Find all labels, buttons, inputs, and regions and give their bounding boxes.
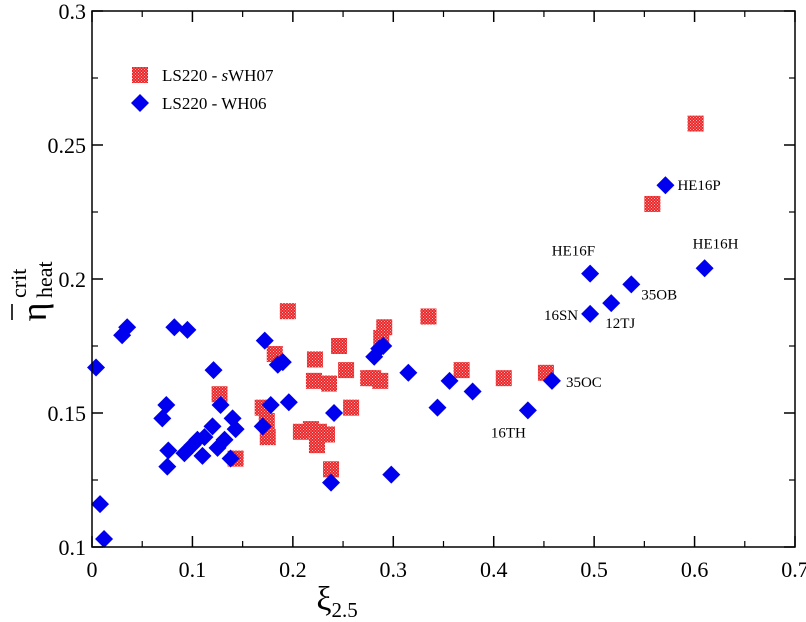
data-point-square bbox=[495, 370, 512, 387]
legend-label: LS220 - WH06 bbox=[162, 94, 267, 113]
data-point-diamond bbox=[157, 395, 176, 414]
data-point-square bbox=[343, 399, 360, 416]
data-point-diamond bbox=[158, 457, 177, 476]
data-point-diamond bbox=[695, 259, 714, 278]
data-point-diamond bbox=[581, 304, 600, 323]
x-tick-label: 0.2 bbox=[279, 557, 307, 582]
point-annotation: 12TJ bbox=[605, 316, 635, 332]
legend: LS220 - sWH07 LS220 - WH06 bbox=[131, 66, 274, 113]
data-point-diamond bbox=[226, 420, 245, 439]
x-axis-title-main: ξ bbox=[316, 581, 331, 618]
data-point-diamond bbox=[193, 446, 212, 465]
plot-marks bbox=[87, 115, 714, 548]
data-point-diamond bbox=[382, 465, 401, 484]
x-axis-title-sub: 2.5 bbox=[332, 598, 358, 622]
y-axis-title-sup: crit bbox=[6, 269, 31, 298]
data-point-diamond bbox=[204, 361, 223, 380]
legend-marker-square bbox=[132, 67, 148, 83]
data-point-diamond bbox=[428, 398, 447, 417]
x-tick-label: 0.4 bbox=[480, 557, 508, 582]
legend-label-prefix: LS220 - bbox=[162, 66, 222, 85]
point-annotation: 35OB bbox=[641, 287, 677, 303]
point-annotation: 16TH bbox=[491, 425, 526, 441]
data-point-square bbox=[321, 375, 338, 392]
data-point-diamond bbox=[656, 176, 675, 195]
x-axis-title: ξ2.5 bbox=[316, 581, 357, 622]
data-point-diamond bbox=[215, 430, 234, 449]
data-point-diamond bbox=[178, 320, 197, 339]
point-annotation: HE16H bbox=[693, 236, 739, 252]
point-annotation: 35OC bbox=[566, 375, 602, 391]
data-point-diamond bbox=[255, 331, 274, 350]
data-point-diamond bbox=[87, 358, 106, 377]
x-axis: 0 0.1 0.2 0.3 0.4 0.5 0.6 0.7 bbox=[87, 11, 806, 582]
x-tick-label: 0 bbox=[87, 557, 98, 582]
x-tick-label: 0.5 bbox=[580, 557, 608, 582]
legend-label: LS220 - sWH07 bbox=[162, 66, 274, 85]
data-point-square bbox=[306, 351, 323, 368]
y-axis-title: η crit heat bbox=[6, 261, 57, 321]
y-axis: 0.1 0.15 0.2 0.25 0.3 bbox=[48, 0, 795, 560]
data-point-square bbox=[211, 386, 228, 403]
data-point-diamond bbox=[153, 409, 172, 428]
point-annotation: HE16F bbox=[552, 244, 595, 260]
data-point-diamond bbox=[221, 449, 240, 468]
data-point-diamond bbox=[195, 428, 214, 447]
y-axis-title-sub: heat bbox=[32, 261, 57, 298]
data-point-diamond bbox=[463, 382, 482, 401]
data-point-diamond bbox=[273, 353, 292, 372]
data-point-square bbox=[644, 195, 661, 212]
legend-marker-diamond bbox=[131, 94, 149, 112]
y-tick-label: 0.25 bbox=[48, 133, 87, 158]
legend-label-suffix: WH07 bbox=[228, 66, 274, 85]
point-annotation: HE16P bbox=[677, 178, 720, 194]
point-annotations: HE16P HE16F HE16H 35OB 16SN 12TJ 35OC 16TH bbox=[491, 178, 739, 441]
data-point-diamond bbox=[325, 404, 344, 422]
data-point-square bbox=[453, 362, 470, 379]
legend-label-italic: s bbox=[222, 66, 229, 85]
data-point-square bbox=[376, 319, 393, 336]
data-point-diamond bbox=[440, 371, 459, 390]
data-point-diamond bbox=[95, 529, 114, 548]
y-tick-label: 0.2 bbox=[59, 267, 87, 292]
data-point-square bbox=[279, 303, 296, 320]
data-point-diamond bbox=[399, 363, 418, 382]
data-point-diamond bbox=[253, 417, 272, 436]
data-point-diamond bbox=[118, 318, 137, 337]
y-tick-label: 0.1 bbox=[59, 535, 87, 560]
data-point-square bbox=[319, 426, 336, 443]
data-point-square bbox=[338, 362, 355, 379]
data-point-diamond bbox=[165, 318, 184, 337]
data-point-diamond bbox=[203, 417, 222, 436]
legend-label-prefix: LS220 - WH06 bbox=[162, 94, 267, 113]
y-axis-title-main: η bbox=[14, 303, 54, 322]
data-point-square bbox=[687, 115, 704, 132]
x-tick-label: 0.7 bbox=[781, 557, 806, 582]
data-point-diamond bbox=[159, 441, 178, 460]
data-point-diamond bbox=[374, 337, 393, 355]
data-point-diamond bbox=[518, 401, 537, 420]
data-point-square bbox=[420, 308, 437, 325]
data-point-square bbox=[305, 372, 322, 389]
data-point-diamond bbox=[279, 393, 298, 412]
x-tick-label: 0.3 bbox=[380, 557, 408, 582]
data-point-diamond bbox=[602, 294, 621, 313]
data-point-square bbox=[372, 372, 389, 389]
x-tick-label: 0.6 bbox=[681, 557, 709, 582]
data-point-diamond bbox=[91, 495, 110, 514]
y-tick-label: 0.3 bbox=[59, 0, 87, 24]
x-tick-label: 0.1 bbox=[179, 557, 207, 582]
y-tick-label: 0.15 bbox=[48, 401, 87, 426]
data-point-diamond bbox=[581, 264, 600, 283]
data-point-diamond bbox=[542, 371, 561, 390]
plot-frame bbox=[91, 10, 796, 548]
data-point-diamond bbox=[211, 395, 230, 414]
data-point-diamond bbox=[322, 473, 341, 492]
point-annotation: 16SN bbox=[544, 308, 578, 324]
data-point-diamond bbox=[261, 395, 280, 414]
data-point-square bbox=[323, 461, 340, 478]
data-point-square bbox=[331, 338, 348, 354]
data-point-diamond bbox=[622, 275, 641, 294]
